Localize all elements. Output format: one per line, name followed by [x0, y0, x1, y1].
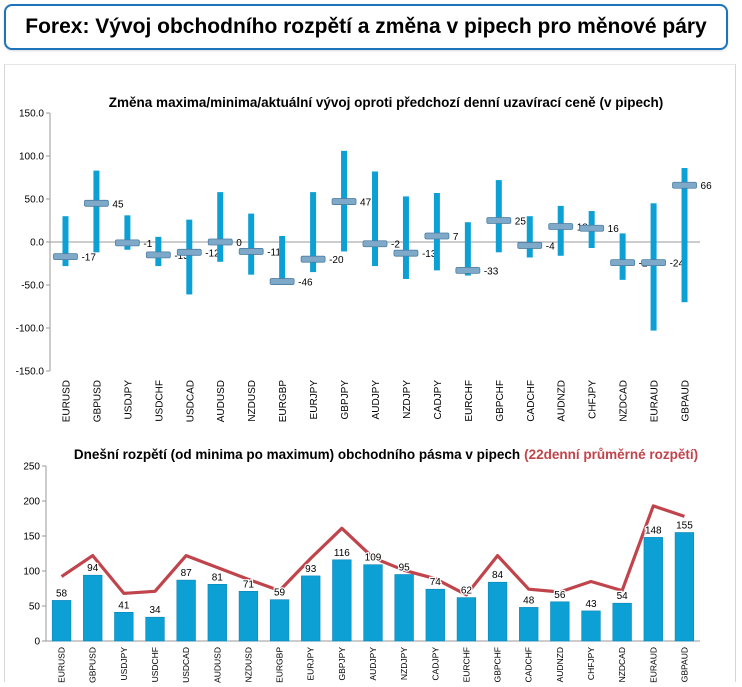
page-title: Forex: Vývoj obchodního rozpětí a změna …	[25, 15, 707, 38]
charts-panel	[4, 64, 736, 682]
page-title-box: Forex: Vývoj obchodního rozpětí a změna …	[4, 4, 728, 50]
